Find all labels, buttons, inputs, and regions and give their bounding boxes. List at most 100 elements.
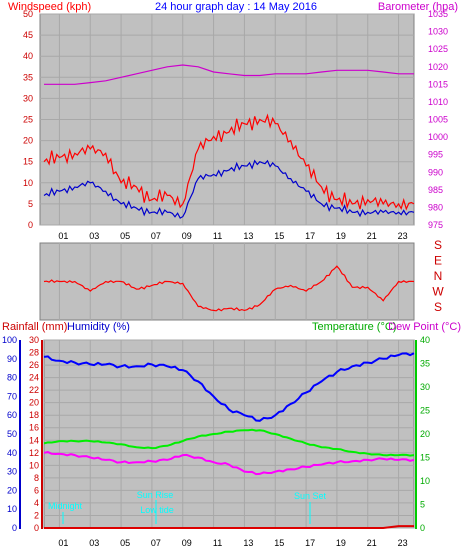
avg-windspeed-line: [43, 159, 415, 219]
hour-tick-label: 11: [213, 538, 222, 548]
midnight-label: Midnight: [48, 501, 83, 511]
humidity-tick-label: 40: [7, 448, 17, 458]
rain-tick-label: 8: [34, 473, 39, 483]
barometer-tick-label: 1020: [428, 62, 448, 72]
rain-tick-label: 14: [29, 435, 39, 445]
hour-tick-label: 13: [243, 538, 253, 548]
wind-direction-plot-area: [39, 242, 415, 321]
sunrise-label: Sun Rise: [137, 490, 174, 500]
windspeed-tick-label: 50: [23, 9, 33, 19]
hour-tick-label: 01: [58, 538, 68, 548]
windspeed-tick-label: 20: [23, 136, 33, 146]
temperature-tick-label: 0: [420, 523, 425, 533]
hour-tick-label: 19: [336, 231, 346, 241]
barometer-line: [44, 64, 414, 85]
humidity-tick-label: 0: [12, 523, 17, 533]
hour-tick-label: 23: [398, 538, 408, 548]
lowtide-label: Low tide: [140, 505, 174, 515]
hour-tick-label: 07: [151, 231, 161, 241]
rainfall-axis-title: Rainfall (mm): [2, 321, 67, 333]
barometer-tick-label: 1000: [428, 132, 448, 142]
hour-tick-label: 03: [89, 538, 99, 548]
windspeed-tick-labels: 0 5 10 15 20 25 30 35 40 45 50: [23, 9, 33, 230]
barometer-tick-label: 995: [428, 150, 443, 160]
rain-tick-label: 6: [34, 485, 39, 495]
hour-tick-label: 21: [367, 231, 377, 241]
barometer-tick-label: 990: [428, 167, 443, 177]
windspeed-tick-label: 15: [23, 157, 33, 167]
temperature-tick-label: 15: [420, 453, 430, 463]
hour-tick-label: 15: [274, 231, 284, 241]
humidity-tick-label: 100: [2, 335, 17, 345]
rain-tick-label: 16: [29, 423, 39, 433]
hour-tick-label: 09: [182, 231, 192, 241]
humidity-tick-label: 70: [7, 391, 17, 401]
hour-tick-label: 05: [120, 538, 130, 548]
hour-tick-label: 19: [336, 538, 346, 548]
rain-tick-label: 4: [34, 498, 39, 508]
windspeed-axis-title: Windspeed (kph): [8, 1, 91, 13]
temperature-tick-label: 20: [420, 429, 430, 439]
windspeed-tick-label: 10: [23, 178, 33, 188]
humidity-tick-label: 10: [7, 504, 17, 514]
rain-tick-label: 22: [29, 385, 39, 395]
temp-humidity-series-lines: [43, 352, 415, 529]
hour-tick-label: 15: [274, 538, 284, 548]
barometer-tick-label: 975: [428, 220, 443, 230]
compass-label: S: [434, 300, 442, 314]
wind-plot-grid: [40, 13, 414, 226]
humidity-line: [43, 352, 415, 422]
rain-tick-label: 12: [29, 448, 39, 458]
wind-direction-line: [43, 265, 415, 312]
hour-tick-label: 17: [305, 538, 315, 548]
barometer-tick-label: 1010: [428, 97, 448, 107]
rainfall-line: [44, 525, 414, 529]
barometer-tick-label: 1015: [428, 79, 448, 89]
hour-tick-label: 01: [58, 231, 68, 241]
windspeed-line: [43, 113, 415, 211]
barometer-tick-label: 1025: [428, 44, 448, 54]
barometer-tick-labels: 975 980 985 990 995 1000 1005 1010 1015 1020 1025 1…: [428, 9, 448, 230]
hour-tick-label: 09: [182, 538, 192, 548]
temperature-tick-label: 40: [420, 335, 430, 345]
hour-tick-label: 11: [213, 231, 222, 241]
rain-tick-label: 24: [29, 373, 39, 383]
barometer-tick-label: 980: [428, 202, 443, 212]
hour-tick-label: 21: [367, 538, 377, 548]
rain-tick-label: 2: [34, 510, 39, 520]
dewpoint-line: [43, 451, 415, 476]
hour-tick-label: 13: [243, 231, 253, 241]
astro-annotations: Midnight Sun Rise Low tide Sun Set: [48, 490, 327, 524]
humidity-tick-label: 20: [7, 485, 17, 495]
rain-tick-label: 28: [29, 348, 39, 358]
humidity-tick-label: 50: [7, 429, 17, 439]
compass-label: E: [434, 254, 442, 268]
windspeed-tick-label: 45: [23, 30, 33, 40]
temperature-tick-label: 25: [420, 406, 430, 416]
windspeed-tick-label: 5: [28, 199, 33, 209]
rain-tick-label: 18: [29, 410, 39, 420]
humidity-tick-label: 90: [7, 354, 17, 364]
humidity-tick-label: 60: [7, 410, 17, 420]
windspeed-tick-label: 0: [28, 220, 33, 230]
wind-direction-line: [43, 265, 415, 312]
hour-tick-label: 03: [89, 231, 99, 241]
barometer-axis-title: Barometer (hpa): [378, 1, 458, 13]
hour-tick-label: 17: [305, 231, 315, 241]
windspeed-tick-label: 25: [23, 115, 33, 125]
temperature-tick-label: 35: [420, 359, 430, 369]
windspeed-tick-label: 40: [23, 51, 33, 61]
hour-tick-label: 05: [120, 231, 130, 241]
temp-plot-grid: [44, 339, 414, 529]
temperature-axis-title: Temperature (°C): [312, 321, 396, 333]
barometer-tick-label: 1030: [428, 27, 448, 37]
rain-tick-label: 26: [29, 360, 39, 370]
rain-tick-label: 0: [34, 523, 39, 533]
windspeed-tick-label: 35: [23, 72, 33, 82]
barometer-tick-label: 1005: [428, 115, 448, 125]
temperature-tick-labels: 0 5 10 15 20 25 30 35 40: [420, 335, 430, 533]
temperature-tick-label: 10: [420, 476, 430, 486]
sunset-label: Sun Set: [294, 491, 327, 501]
